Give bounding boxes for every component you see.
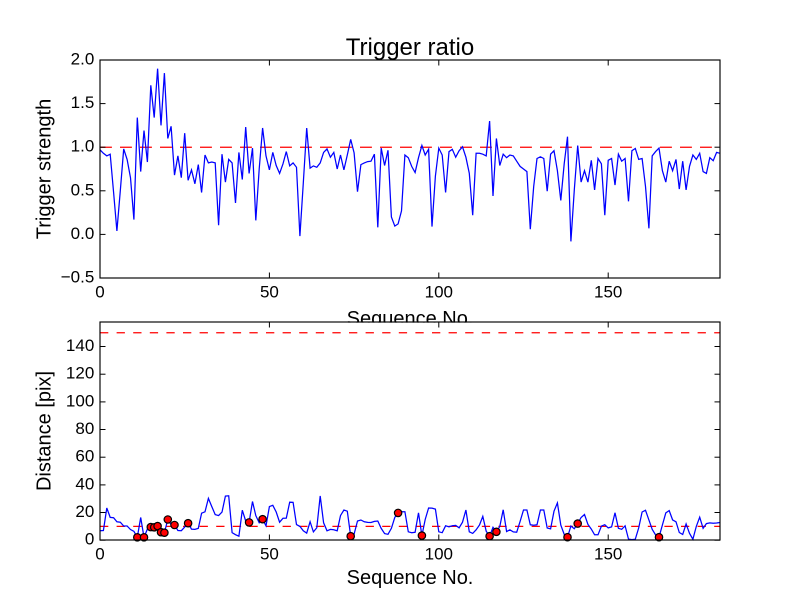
svg-text:100: 100 (425, 282, 453, 301)
svg-text:1.5: 1.5 (71, 93, 95, 112)
svg-text:Sequence No.: Sequence No. (347, 567, 474, 589)
svg-text:0: 0 (85, 530, 94, 549)
svg-text:20: 20 (75, 502, 94, 521)
svg-text:150: 150 (594, 282, 622, 301)
svg-text:Trigger ratio: Trigger ratio (346, 34, 474, 61)
svg-text:60: 60 (75, 447, 94, 466)
svg-text:0.5: 0.5 (71, 180, 95, 199)
svg-text:140: 140 (66, 336, 94, 355)
svg-text:0: 0 (95, 544, 104, 563)
svg-text:150: 150 (594, 544, 622, 563)
svg-text:0: 0 (95, 282, 104, 301)
svg-text:−0.5: −0.5 (61, 268, 95, 287)
svg-text:80: 80 (75, 419, 94, 438)
svg-text:1.0: 1.0 (71, 137, 95, 156)
svg-text:120: 120 (66, 364, 94, 383)
svg-text:100: 100 (425, 544, 453, 563)
svg-text:40: 40 (75, 474, 94, 493)
svg-text:Trigger strength: Trigger strength (34, 99, 56, 239)
svg-text:Distance [pix]: Distance [pix] (34, 371, 56, 491)
svg-text:2.0: 2.0 (71, 50, 95, 69)
svg-text:0.0: 0.0 (71, 224, 95, 243)
svg-text:50: 50 (260, 282, 279, 301)
svg-text:100: 100 (66, 391, 94, 410)
svg-text:50: 50 (260, 544, 279, 563)
